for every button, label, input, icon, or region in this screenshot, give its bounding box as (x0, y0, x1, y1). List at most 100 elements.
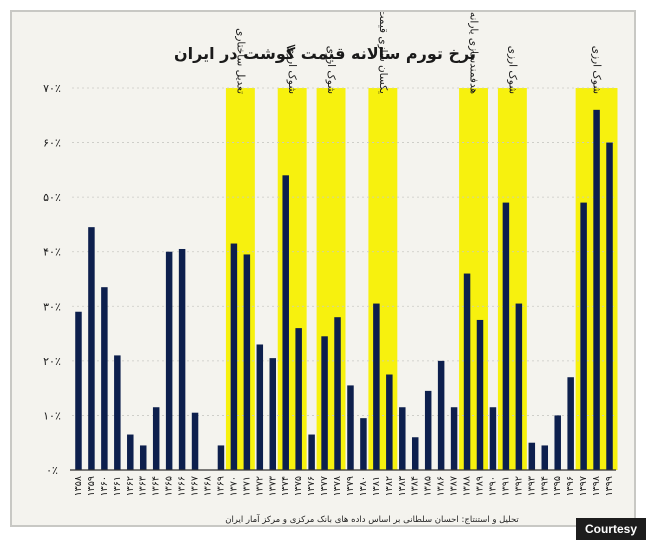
bar (256, 344, 264, 470)
bar (230, 243, 238, 470)
bar (373, 303, 380, 470)
x-tick-label: ١٣٨٠ (358, 476, 369, 496)
bar (541, 445, 549, 470)
x-tick-label: ١٣٩٧ (578, 476, 589, 496)
bar (191, 412, 199, 470)
highlight-band (459, 88, 488, 470)
bar (502, 202, 510, 470)
highlight-band (225, 88, 255, 470)
x-tick-label: ١٣٩۶ (565, 476, 576, 496)
x-tick-label: ١٣٧٢ (254, 476, 265, 496)
bar (152, 407, 160, 470)
bar (580, 202, 587, 470)
y-tick-label: ١٠٪ (43, 409, 61, 422)
x-tick-label: ١٣٩۴ (539, 476, 550, 496)
bar (321, 336, 328, 470)
x-tick-label: ١٣۵٩ (86, 476, 97, 496)
bar (386, 374, 393, 470)
bar (178, 248, 186, 470)
x-tick-label: ١٣٩٣ (526, 476, 537, 496)
x-tick-label: ١٣٧٣ (267, 476, 278, 496)
x-tick-label: ١٣٩٠ (487, 476, 498, 496)
bar (75, 311, 82, 470)
highlight-label: شوک ارزی (325, 46, 337, 94)
x-tick-label: ١٣٧٧ (319, 476, 330, 496)
x-tick-label: ١٣۶٣ (138, 476, 149, 496)
x-tick-label: ١٣٧۴ (280, 476, 291, 496)
x-tick-label: ١٣٨۶ (436, 476, 447, 496)
bar (217, 445, 225, 470)
chart-card: نرخ تورم سالانه قیمت گوشت در ایران تعدیل… (10, 10, 636, 527)
bar (127, 434, 134, 470)
y-tick-label: ٣٠٪ (43, 300, 61, 313)
highlight-label: شوک ارزی (506, 46, 518, 94)
x-tick-label: ١٣۶٩ (215, 476, 226, 496)
highlight-label: شوک ارزی (591, 46, 603, 94)
x-tick-label: ١٣۶۵ (164, 476, 175, 496)
x-tick-label: ١٣٩٨ (591, 476, 602, 496)
bar (347, 385, 354, 470)
x-tick-label: ١٣٧۵ (293, 476, 304, 496)
bar (515, 303, 523, 470)
x-tick-label: ١٣۶۶ (177, 476, 188, 496)
y-tick-label: ۴٠٪ (43, 246, 61, 259)
bar (243, 254, 251, 470)
bar (554, 415, 561, 470)
x-tick-label: ١٣۶٠ (99, 476, 110, 496)
bar (476, 319, 484, 470)
x-tick-label: ١٣۶١ (112, 476, 123, 496)
x-tick-label: ١٣٧۶ (306, 476, 317, 496)
x-tick-label: ١٣۶۴ (151, 476, 162, 496)
bar (567, 377, 574, 470)
bar (295, 328, 302, 470)
x-tick-label: ١٣٨١ (371, 476, 382, 496)
bar (424, 390, 432, 470)
highlight-label: یکسان سازی قیمت ارز (377, 12, 389, 94)
bar (399, 407, 406, 470)
highlight-band (277, 88, 307, 470)
highlight-label: تعدیل ساختاری (234, 28, 246, 94)
bar (114, 355, 121, 470)
highlight-band (497, 88, 527, 470)
x-tick-label: ١٣٩٢ (513, 476, 524, 496)
bar (411, 437, 419, 470)
x-tick-label: ١٣٨٧ (449, 476, 460, 496)
x-tick-label: ١٣٧١ (241, 476, 252, 496)
bar (437, 360, 445, 470)
x-tick-label: ١٣٨۵ (423, 476, 434, 496)
highlight-label: هدفمندسازی یارانه‌ها (468, 12, 480, 94)
x-tick-label: ١٣٨٨ (462, 476, 473, 496)
y-tick-label: ۶٠٪ (43, 137, 61, 150)
x-tick-label: ١٣٨٢ (384, 476, 395, 496)
bar (463, 273, 471, 470)
chart: نرخ تورم سالانه قیمت گوشت در ایران تعدیل… (43, 12, 618, 525)
courtesy-badge: Courtesy (575, 518, 646, 540)
x-tick-label: ١٣٩٩ (604, 476, 615, 496)
y-tick-label: ٠٪ (46, 464, 58, 477)
x-tick-label: ١٣٨٩ (475, 476, 486, 496)
highlight-band (316, 88, 346, 470)
x-tick-label: ١٣٧٨ (332, 476, 343, 496)
bar (489, 407, 497, 470)
bar (282, 175, 289, 471)
bar (334, 317, 341, 470)
x-tick-label: ١٣٨۴ (410, 476, 421, 496)
x-tick-label: ١٣٧٠ (228, 476, 239, 496)
y-tick-label: ٧٠٪ (43, 82, 61, 95)
x-tick-label: ١٣٩۵ (552, 476, 563, 496)
x-tick-label: ١٣٨٣ (397, 476, 408, 496)
highlight-band (368, 88, 398, 470)
x-tick-label: ١٣۶٨ (203, 476, 214, 496)
bar (139, 445, 147, 470)
x-tick-label: ١٣٧٩ (345, 476, 356, 496)
bar (450, 407, 458, 470)
highlight-label: شوک ارزی (286, 46, 298, 94)
bar (593, 109, 600, 470)
y-tick-label: ٢٠٪ (43, 355, 61, 368)
x-tick-label: ١٣۵٨ (73, 476, 84, 496)
x-tick-label: ١٣۶٢ (125, 476, 136, 496)
bar (165, 251, 173, 470)
bar (308, 434, 315, 470)
source-note: تحلیل و استنتاج: احسان سلطانی بر اساس دا… (225, 513, 519, 525)
bar (88, 227, 95, 470)
